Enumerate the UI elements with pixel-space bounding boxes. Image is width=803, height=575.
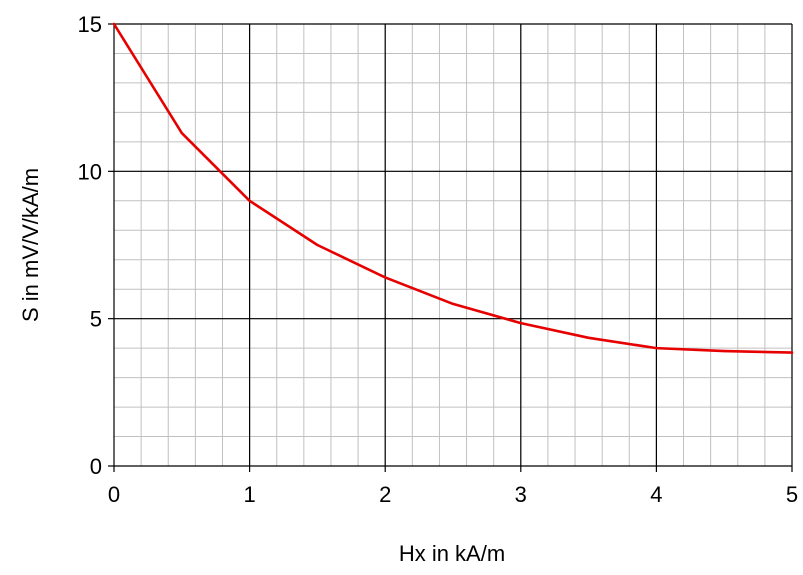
x-tick-label: 4: [650, 482, 662, 507]
minor-gridlines: [113, 23, 793, 467]
y-tick-label: 10: [78, 159, 102, 184]
x-tick-label: 2: [379, 482, 391, 507]
tick-labels: 0 1 2 3 4 5 0 5 10 15: [78, 12, 799, 507]
x-tick-label: 3: [515, 482, 527, 507]
series-layer: [112, 22, 794, 354]
x-axis-title: Hx in kA/m: [399, 541, 505, 566]
x-tick-label: 5: [786, 482, 798, 507]
x-tick-label: 1: [243, 482, 255, 507]
series-line: [112, 22, 794, 354]
major-gridlines: [108, 23, 793, 472]
y-tick-label: 15: [78, 12, 102, 37]
x-tick-label: 0: [108, 482, 120, 507]
y-tick-label: 5: [90, 307, 102, 332]
y-axis-title: S in mV/V/kA/m: [18, 168, 43, 322]
y-tick-label: 0: [90, 454, 102, 479]
